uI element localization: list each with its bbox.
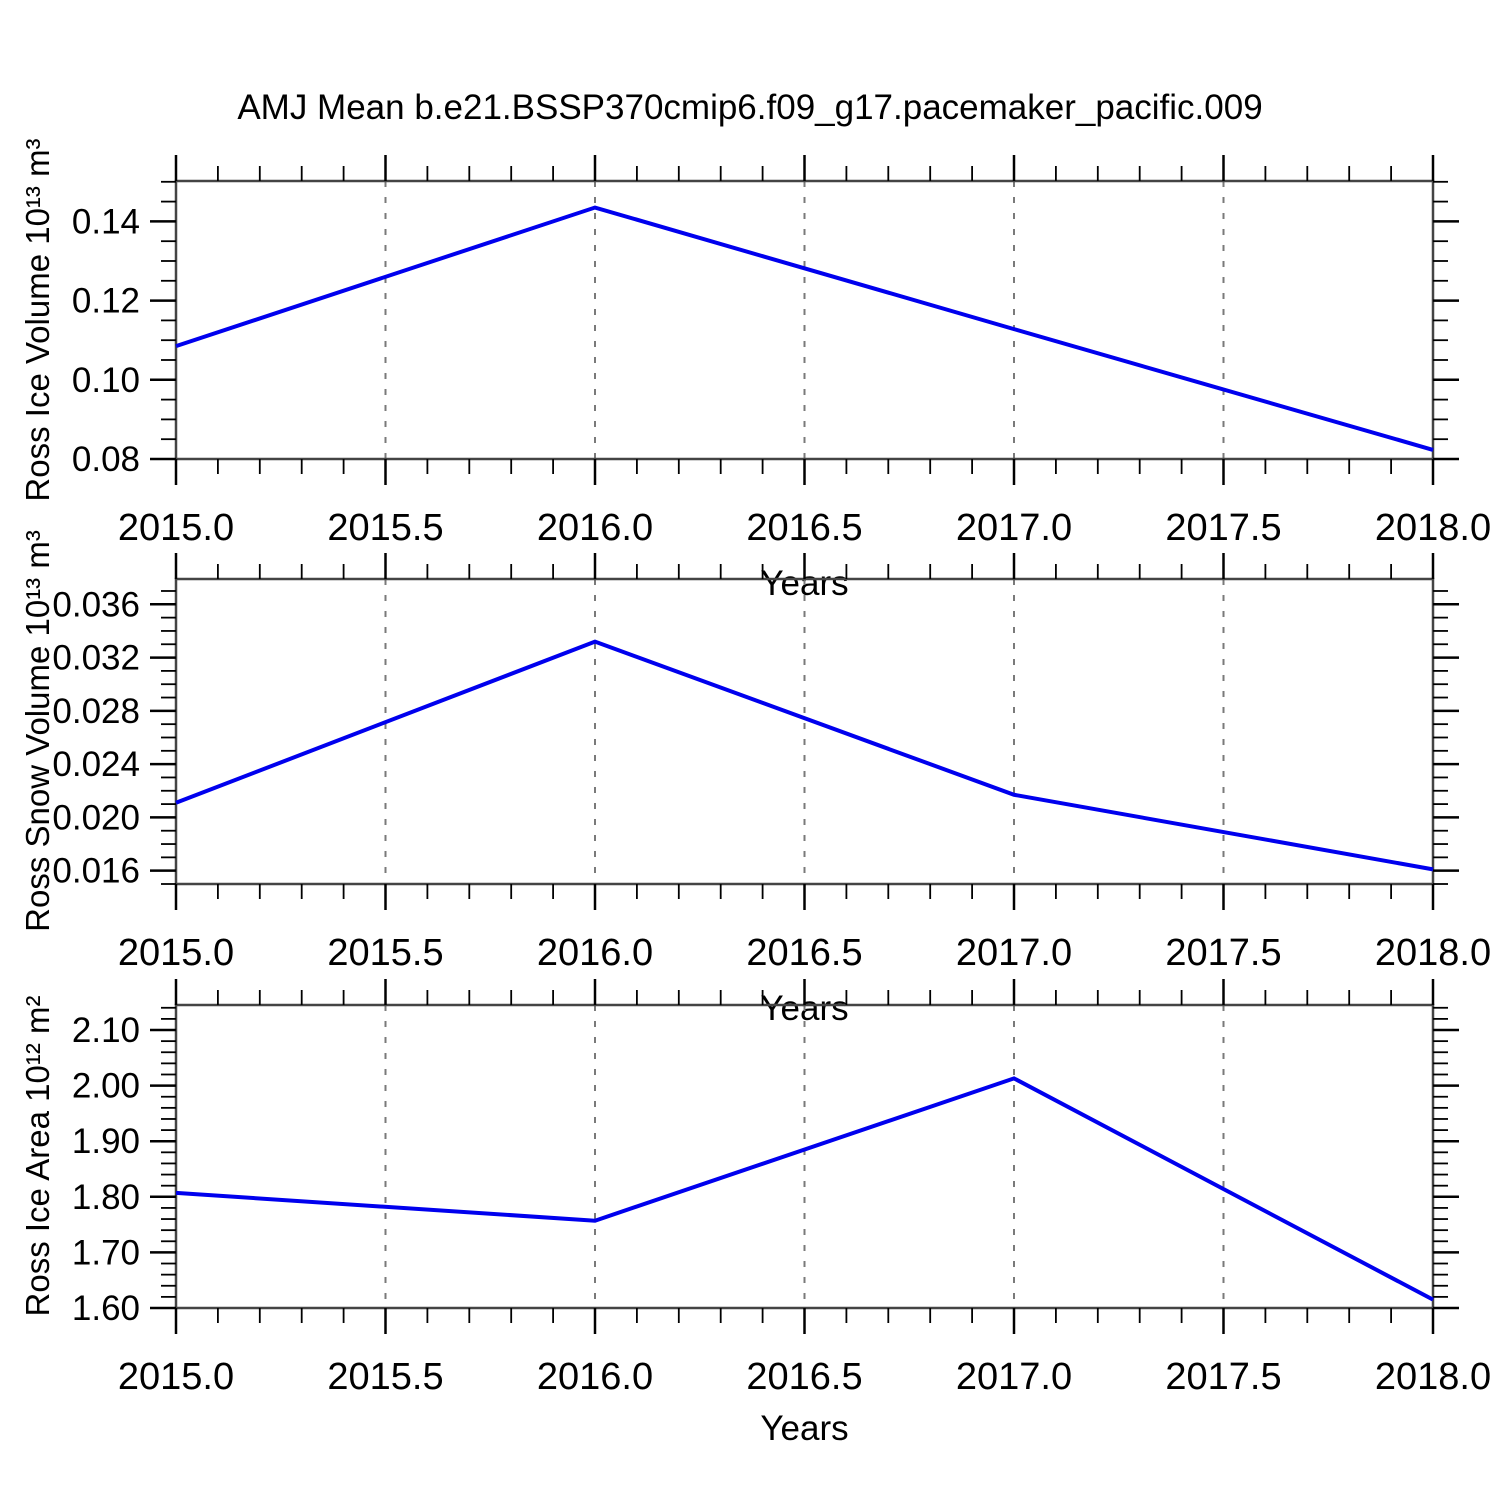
y-tick-label: 0.12 — [72, 282, 140, 321]
data-line-ross-ice-volume — [175, 205, 1434, 452]
y-tick-label: 1.60 — [72, 1289, 140, 1328]
y-tick-label: 0.032 — [52, 639, 140, 678]
x-tick-label: 2016.0 — [537, 932, 653, 974]
y-tick-label: 0.08 — [72, 440, 140, 479]
x-tick-label: 2017.5 — [1165, 1356, 1281, 1398]
x-tick-label: 2017.0 — [956, 932, 1072, 974]
y-tick-label: 0.10 — [72, 361, 140, 400]
x-tick-label: 2015.0 — [118, 507, 234, 549]
y-tick-label: 1.80 — [72, 1178, 140, 1217]
y-tick-label: 1.70 — [72, 1233, 140, 1272]
x-tick-label: 2017.5 — [1165, 932, 1281, 974]
x-tick-label: 2018.0 — [1375, 507, 1491, 549]
y-tick-label: 0.14 — [72, 202, 140, 241]
x-tick-label: 2017.5 — [1165, 507, 1281, 549]
y-tick-label: 0.020 — [52, 798, 140, 837]
x-tick-label: 2015.0 — [118, 932, 234, 974]
x-tick-label: 2015.5 — [327, 507, 443, 549]
y-tick-label: 2.10 — [72, 1011, 140, 1050]
x-tick-label: 2018.0 — [1375, 932, 1491, 974]
y-tick-label: 0.036 — [52, 585, 140, 624]
data-line-ross-snow-volume — [175, 639, 1434, 872]
x-tick-label: 2016.5 — [746, 507, 862, 549]
y-tick-label: 2.00 — [72, 1067, 140, 1106]
x-tick-label: 2016.5 — [746, 1356, 862, 1398]
data-line-ross-ice-area — [175, 1076, 1434, 1302]
x-tick-label: 2017.0 — [956, 507, 1072, 549]
x-tick-label: 2015.0 — [118, 1356, 234, 1398]
chart-panel-1: 2015.0 2015.5 2016.0 2016.5 2017.0 2017.5 2018… — [72, 155, 1491, 549]
y-tick-label: 0.016 — [52, 852, 140, 891]
x-tick-label: 2015.5 — [327, 1356, 443, 1398]
y-tick-label: 0.024 — [52, 745, 140, 784]
x-axis-label-years-bottom-panel: Years — [760, 1409, 849, 1448]
x-tick-label: 2017.0 — [956, 1356, 1072, 1398]
x-tick-label: 2018.0 — [1375, 1356, 1491, 1398]
chart-panel-2: 2015.0 2015.5 2016.0 2016.5 2017.0 2017.5 2018… — [52, 553, 1491, 974]
x-tick-label: 2016.5 — [746, 932, 862, 974]
y-tick-label: 1.90 — [72, 1122, 140, 1161]
plot-frame — [174, 179, 1435, 461]
x-tick-label: 2016.0 — [537, 507, 653, 549]
y-tick-label: 0.028 — [52, 692, 140, 731]
chart-panel-3: 2015.0 2015.5 2016.0 2016.5 2017.0 2017.5 2018… — [72, 979, 1491, 1398]
figure-title: AMJ Mean b.e21.BSSP370cmip6.f09_g17.pace… — [237, 88, 1263, 127]
x-tick-label: 2016.0 — [537, 1356, 653, 1398]
x-tick-label: 2015.5 — [327, 932, 443, 974]
